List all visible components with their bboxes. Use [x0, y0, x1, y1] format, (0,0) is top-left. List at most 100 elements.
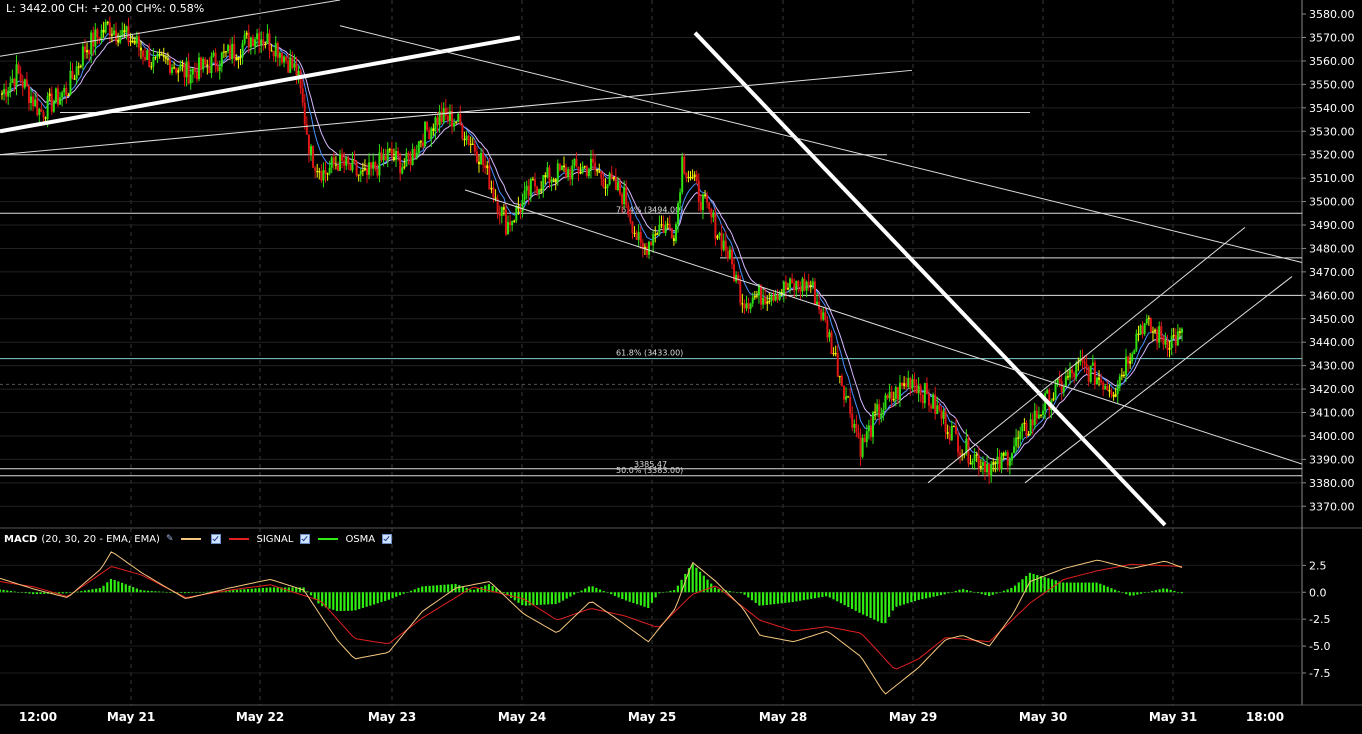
candle-body	[983, 461, 986, 473]
candle-body	[403, 166, 406, 168]
candle-body	[44, 117, 47, 119]
candle-body	[749, 303, 752, 309]
candle-body	[1095, 377, 1098, 385]
osma-bar	[243, 589, 246, 593]
osma-bar	[1136, 592, 1139, 595]
osma-bar	[532, 592, 535, 606]
candle-body	[766, 301, 769, 304]
candle-body	[648, 241, 651, 255]
osma-bar	[484, 585, 487, 593]
candle-body	[600, 171, 603, 179]
osma-bar	[1091, 582, 1094, 593]
candle-body	[581, 166, 584, 173]
osma-bar	[458, 585, 461, 593]
candle-body	[878, 404, 881, 418]
osma-bar	[680, 579, 683, 593]
candle-body	[1181, 328, 1183, 333]
candle-body	[1025, 422, 1028, 436]
osma-visible-checkbox[interactable]	[382, 534, 393, 544]
osma-bar	[535, 592, 539, 606]
candle-body	[677, 203, 680, 225]
candle-body	[988, 463, 991, 476]
candle-body	[907, 378, 910, 387]
candle-body	[291, 57, 294, 68]
osma-bar	[472, 589, 476, 593]
osma-bar	[1013, 585, 1017, 593]
candle-body	[556, 163, 559, 183]
osma-bar	[39, 592, 42, 594]
osma-bar	[695, 567, 698, 593]
osma-bar	[780, 592, 783, 604]
signal-visible-checkbox[interactable]	[300, 534, 311, 544]
osma-bar	[1062, 582, 1065, 593]
candle-body	[710, 209, 713, 218]
osma-bar	[558, 592, 561, 603]
osma-bar	[258, 588, 261, 593]
candle-body	[307, 134, 310, 154]
macd-title: MACD	[4, 533, 38, 545]
candle-body	[227, 45, 230, 52]
candle-body	[1106, 385, 1109, 390]
candle-body	[840, 375, 843, 386]
osma-bar	[624, 592, 628, 601]
candle-body	[171, 67, 174, 73]
candle-body	[38, 109, 41, 116]
candle-body	[743, 304, 746, 309]
candle-body	[645, 246, 648, 255]
candle-body	[504, 209, 507, 235]
candle-body	[426, 121, 429, 131]
osma-bar	[202, 592, 205, 593]
osma-bar	[947, 592, 950, 594]
osma-bar	[647, 592, 650, 609]
candle-body	[123, 30, 126, 33]
candle-body	[65, 87, 68, 96]
osma-bar	[795, 592, 798, 602]
candle-body	[7, 90, 10, 97]
candle-body	[63, 87, 66, 93]
candle-body	[434, 117, 437, 131]
candle-body	[328, 167, 331, 174]
candle-body	[1071, 369, 1074, 374]
candle-body	[92, 32, 95, 47]
candle-body	[507, 222, 510, 235]
candle-body	[824, 312, 827, 321]
osma-bar	[528, 592, 531, 606]
osma-bar	[1147, 591, 1150, 593]
osma-bar	[395, 592, 398, 597]
settings-icon[interactable]: ✎	[165, 534, 174, 544]
macd-line	[0, 551, 1183, 695]
osma-bar	[728, 591, 731, 593]
candle-body	[981, 461, 984, 466]
osma-bar	[20, 592, 24, 593]
macd-visible-checkbox[interactable]	[211, 534, 222, 544]
osma-bar	[699, 571, 702, 593]
osma-bar	[524, 592, 528, 606]
candle-body	[612, 177, 615, 180]
osma-bar	[413, 589, 416, 593]
candle-body	[229, 45, 232, 60]
osma-bar	[943, 592, 946, 595]
candle-body	[119, 35, 122, 43]
candle-body	[977, 454, 980, 468]
candle-body	[23, 79, 26, 88]
candle-body	[1158, 326, 1161, 343]
candle-body	[30, 96, 33, 103]
candle-body	[523, 190, 526, 200]
osma-bar	[921, 592, 924, 600]
candle-body	[19, 73, 22, 82]
price-tick-label: 3530.00	[1309, 125, 1355, 138]
candle-body	[1017, 437, 1020, 439]
osma-bar	[102, 585, 105, 593]
osma-bar	[650, 592, 654, 603]
candle-body	[623, 187, 626, 205]
candle-body	[409, 156, 412, 165]
candle-body	[552, 179, 555, 181]
osma-bar	[1162, 588, 1165, 593]
candle-body	[276, 43, 279, 58]
osma-bar	[765, 592, 768, 605]
candle-body	[1081, 358, 1084, 362]
candle-body	[996, 456, 999, 464]
osma-bar	[799, 592, 802, 601]
candle-body	[156, 53, 159, 58]
osma-bar	[661, 592, 665, 593]
